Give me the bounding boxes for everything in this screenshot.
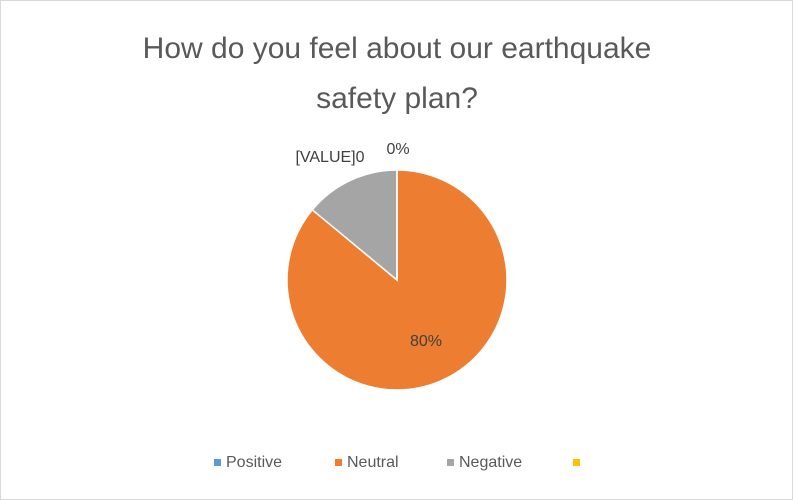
data-label: [VALUE]0 — [295, 149, 364, 166]
data-label: 80% — [410, 333, 442, 350]
pie-slice — [311, 169, 398, 282]
legend-label: Negative — [459, 454, 522, 471]
data-label: 0% — [386, 141, 409, 158]
legend-label: Positive — [226, 454, 282, 471]
legend-marker — [214, 459, 221, 466]
legend-marker — [447, 459, 454, 466]
chart-title: How do you feel about our earthquake — [143, 32, 652, 65]
legend-marker — [335, 459, 342, 466]
legend-label: Neutral — [347, 454, 399, 471]
chart-title: safety plan? — [316, 82, 478, 115]
legend-marker — [573, 459, 580, 466]
